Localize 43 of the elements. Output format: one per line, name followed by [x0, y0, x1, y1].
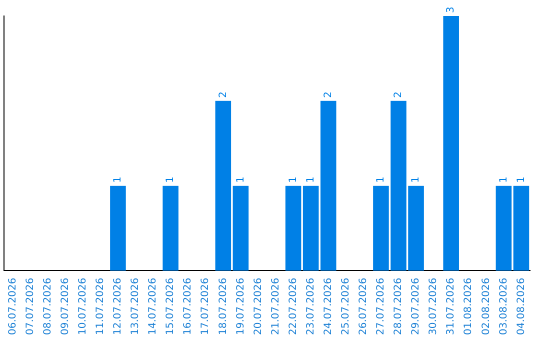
- x-tick-label: 07.07.2026: [24, 278, 36, 336]
- data-label: 1: [376, 176, 387, 183]
- x-tick-label: 02.08.2026: [480, 278, 492, 336]
- x-tick-label: 10.07.2026: [77, 278, 88, 336]
- x-tick-label: 17.07.2026: [200, 278, 212, 336]
- x-tick-label: 25.07.2026: [340, 278, 352, 336]
- x-tick-label: 31.07.2026: [446, 278, 457, 336]
- x-tick-label: 27.07.2026: [376, 278, 387, 336]
- x-tick-label: 29.07.2026: [410, 278, 422, 336]
- x-tick-label: 30.07.2026: [428, 278, 440, 336]
- x-tick-label: 08.07.2026: [42, 278, 54, 336]
- x-tick-label: 01.08.2026: [463, 278, 474, 336]
- data-label: 1: [516, 176, 527, 183]
- x-tick-label: 18.07.2026: [218, 278, 229, 336]
- x-tick-label: 03.08.2026: [498, 278, 510, 336]
- x-tick-label: 23.07.2026: [305, 278, 316, 336]
- x-tick-label: 09.07.2026: [60, 278, 71, 336]
- data-label: 1: [288, 176, 299, 183]
- data-label: 2: [322, 92, 334, 98]
- x-tick-label: 06.07.2026: [7, 278, 18, 336]
- x-tick-label: 13.07.2026: [130, 278, 142, 336]
- x-tick-label: 15.07.2026: [165, 278, 176, 336]
- data-label: 1: [410, 176, 422, 183]
- x-tick-label: 19.07.2026: [235, 278, 246, 336]
- data-label: 2: [393, 92, 404, 98]
- x-tick-label: 28.07.2026: [393, 278, 404, 336]
- data-label: 1: [498, 176, 510, 183]
- x-tick-label: 16.07.2026: [182, 278, 194, 336]
- x-tick-label: 04.08.2026: [516, 278, 527, 336]
- data-label: 2: [218, 92, 229, 98]
- x-tick-label: 24.07.2026: [322, 278, 334, 336]
- data-label: 1: [235, 176, 246, 183]
- data-label: 1: [305, 176, 316, 183]
- data-label: 1: [112, 176, 124, 183]
- x-tick-label: 14.07.2026: [148, 278, 159, 336]
- x-tick-label: 12.07.2026: [112, 278, 124, 336]
- data-label: 1: [165, 176, 176, 183]
- x-tick-label: 26.07.2026: [358, 278, 370, 336]
- data-label: 3: [446, 6, 457, 13]
- x-tick-label: 11.07.2026: [95, 278, 106, 336]
- x-tick-label: 21.07.2026: [270, 278, 282, 336]
- x-tick-label: 22.07.2026: [288, 278, 299, 336]
- x-tick-label: 20.07.2026: [252, 278, 264, 336]
